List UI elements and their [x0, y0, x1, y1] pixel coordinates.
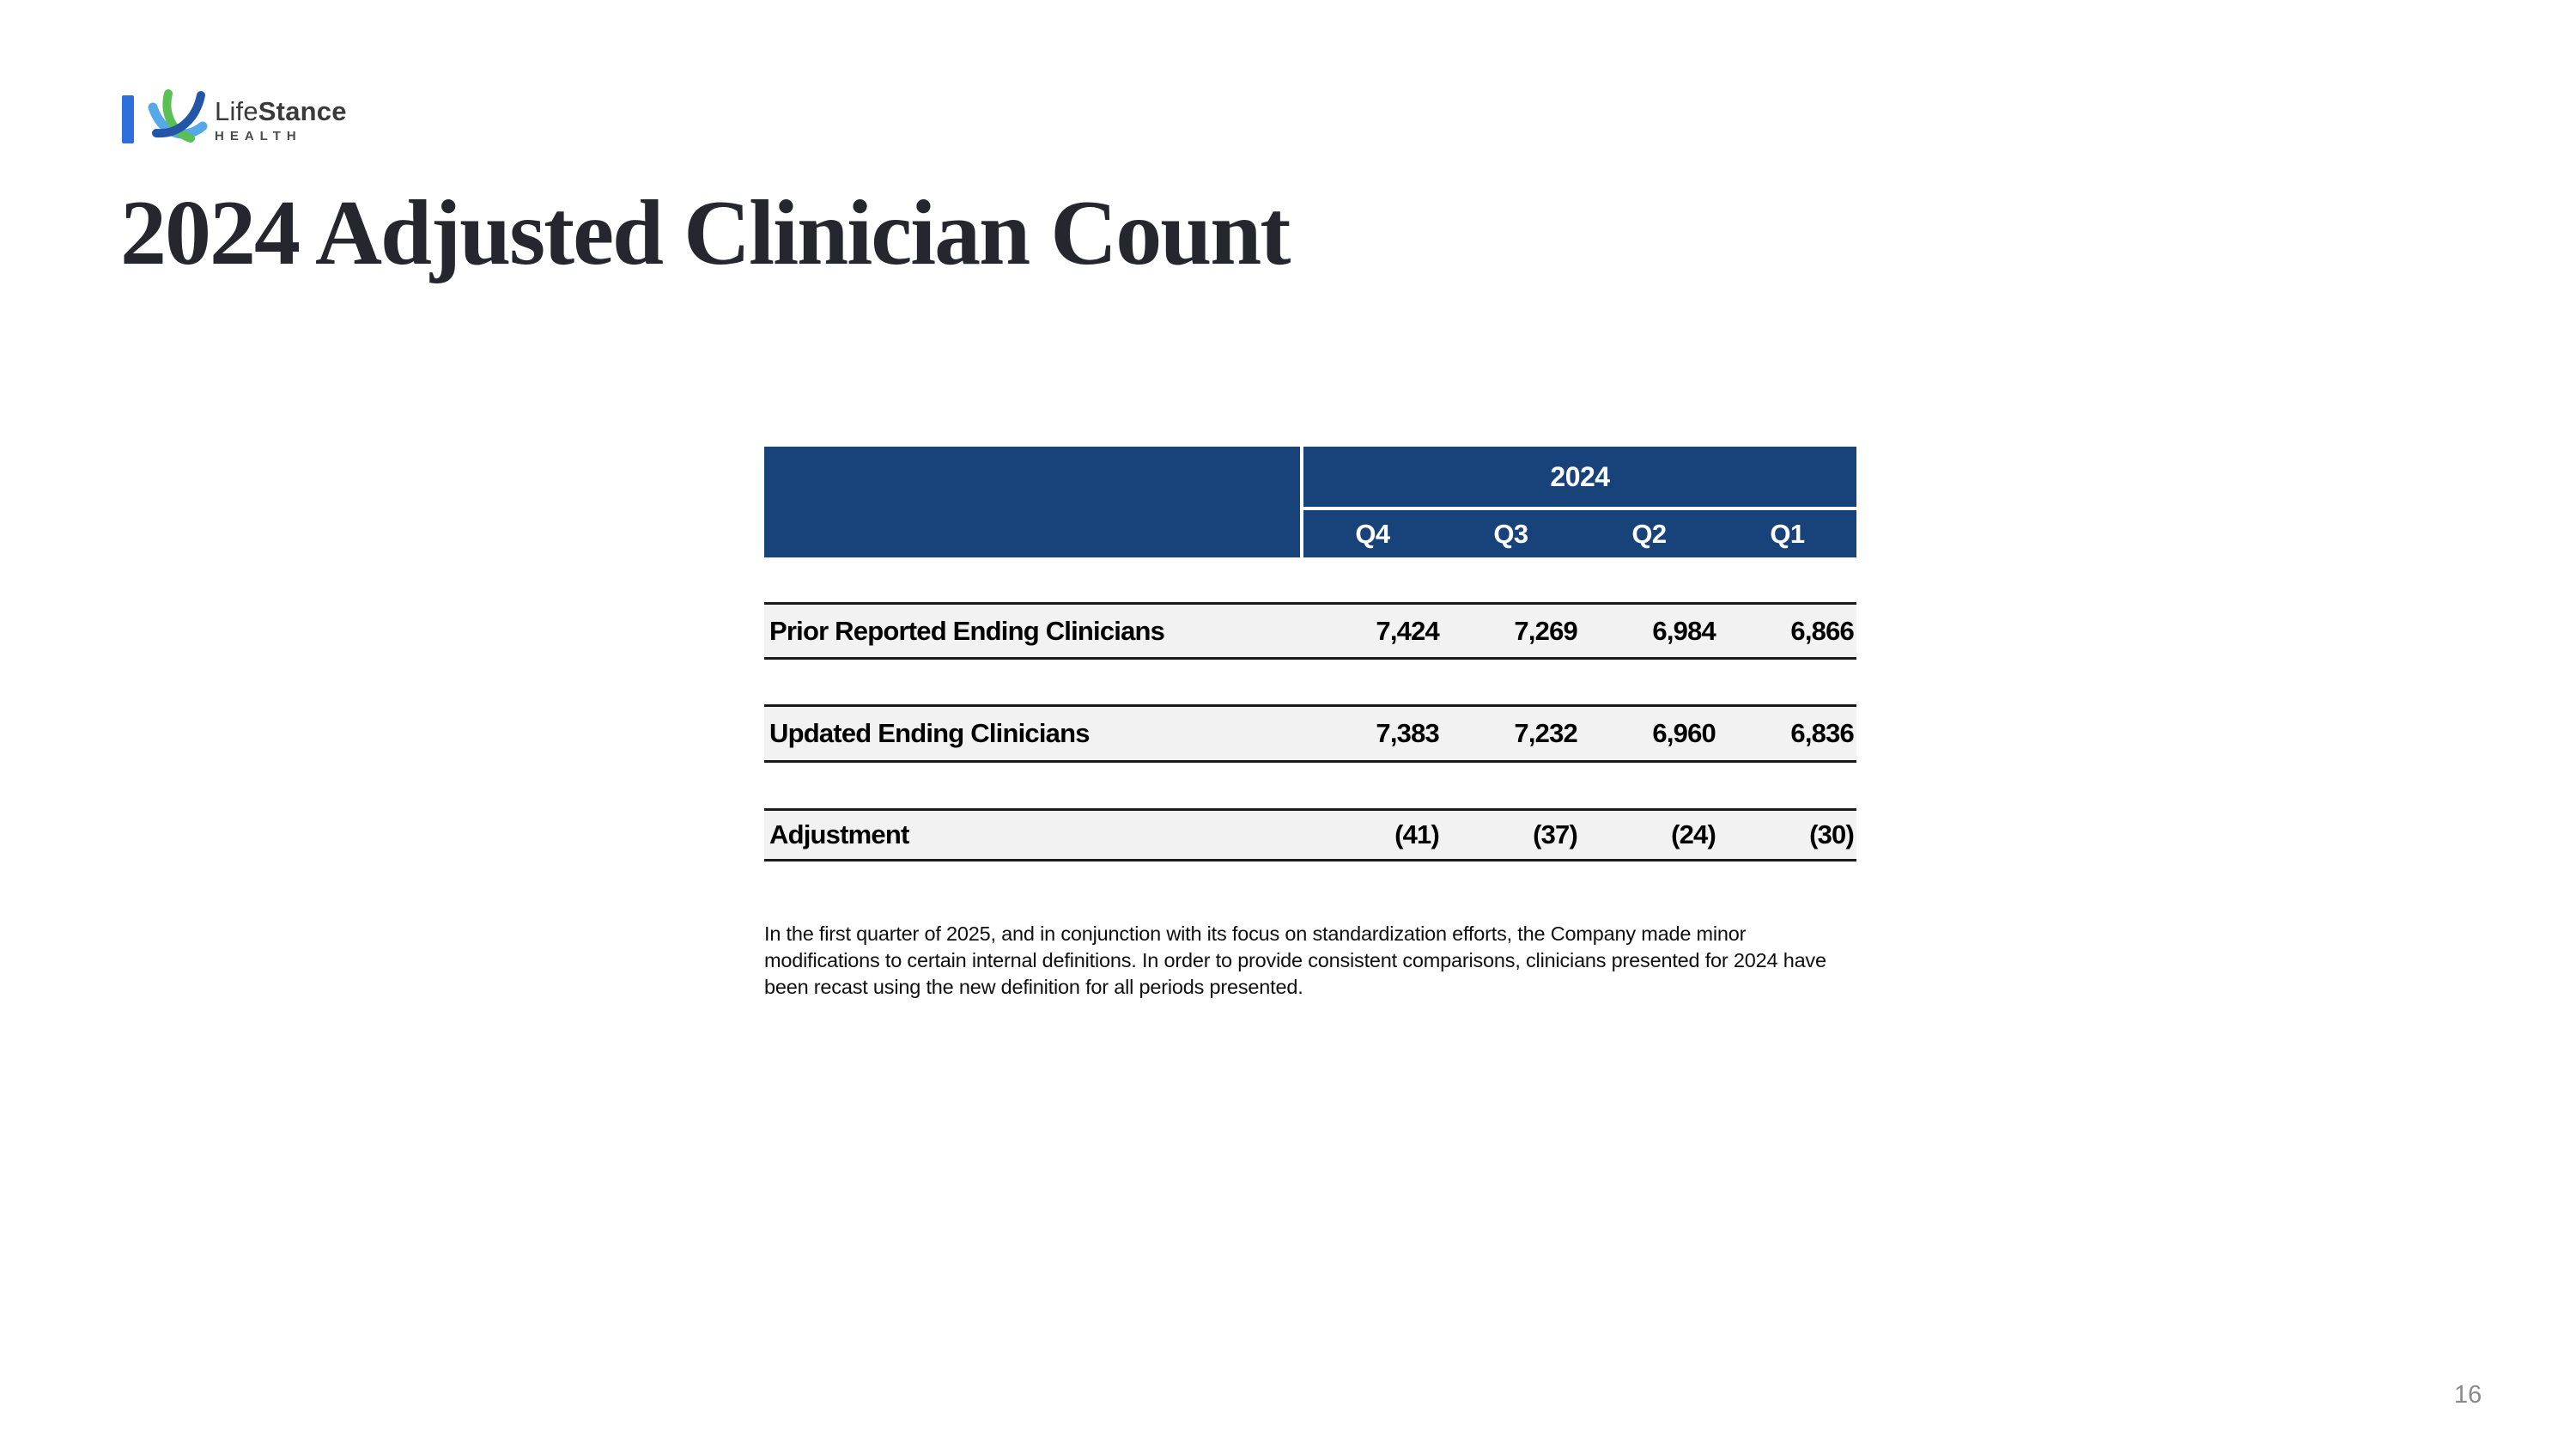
row-label: Prior Reported Ending Clinicians: [769, 615, 1165, 646]
page-title: 2024 Adjusted Clinician Count: [120, 182, 1291, 284]
row-value-q2: 6,984: [1652, 615, 1716, 646]
row-label: Adjustment: [769, 819, 909, 849]
table-header: 2024 Q4 Q3 Q2 Q1: [764, 447, 1856, 557]
footnote-text: In the first quarter of 2025, and in con…: [764, 922, 1826, 998]
logo-text-health: HEALTH: [215, 129, 302, 143]
table-row: Adjustment (41) (37) (24) (30): [764, 808, 1856, 861]
table-row: Updated Ending Clinicians 7,383 7,232 6,…: [764, 704, 1856, 763]
quarter-header-q1: Q1: [1770, 518, 1805, 549]
header-vertical-divider: [1300, 447, 1303, 557]
quarter-header-q2: Q2: [1631, 518, 1667, 549]
quarter-header-q3: Q3: [1493, 518, 1528, 549]
row-value-q3: 7,232: [1514, 718, 1577, 748]
row-value-q1: 6,836: [1790, 718, 1854, 748]
row-value-q3: 7,269: [1514, 615, 1577, 646]
logo-accent-bar: [122, 95, 134, 143]
clinician-count-table: 2024 Q4 Q3 Q2 Q1 Prior Reported Ending C…: [764, 447, 1856, 861]
quarter-header-q4: Q4: [1355, 518, 1390, 549]
row-value-q1: 6,866: [1790, 615, 1854, 646]
row-label: Updated Ending Clinicians: [769, 718, 1091, 748]
logo-text-stance: Stance: [258, 96, 347, 126]
logo-text-life: Life: [215, 96, 258, 126]
row-value-q2: (24): [1671, 819, 1716, 849]
lifestance-logo-icon: [148, 89, 208, 143]
table-row: Prior Reported Ending Clinicians 7,424 7…: [764, 602, 1856, 660]
header-horizontal-divider: [1303, 507, 1856, 510]
page-number: 16: [2454, 1381, 2482, 1409]
year-header-cell: 2024: [1550, 460, 1610, 492]
row-value-q4: 7,383: [1376, 718, 1439, 748]
row-value-q4: 7,424: [1376, 615, 1439, 646]
row-value-q1: (30): [1809, 819, 1855, 849]
logo-wordmark: LifeStance HEALTH: [215, 96, 347, 144]
row-value-q3: (37): [1533, 819, 1578, 849]
quarter-header-row: Q4 Q3 Q2 Q1: [1303, 510, 1856, 557]
row-value-q2: 6,960: [1652, 718, 1716, 748]
row-value-q4: (41): [1394, 819, 1440, 849]
